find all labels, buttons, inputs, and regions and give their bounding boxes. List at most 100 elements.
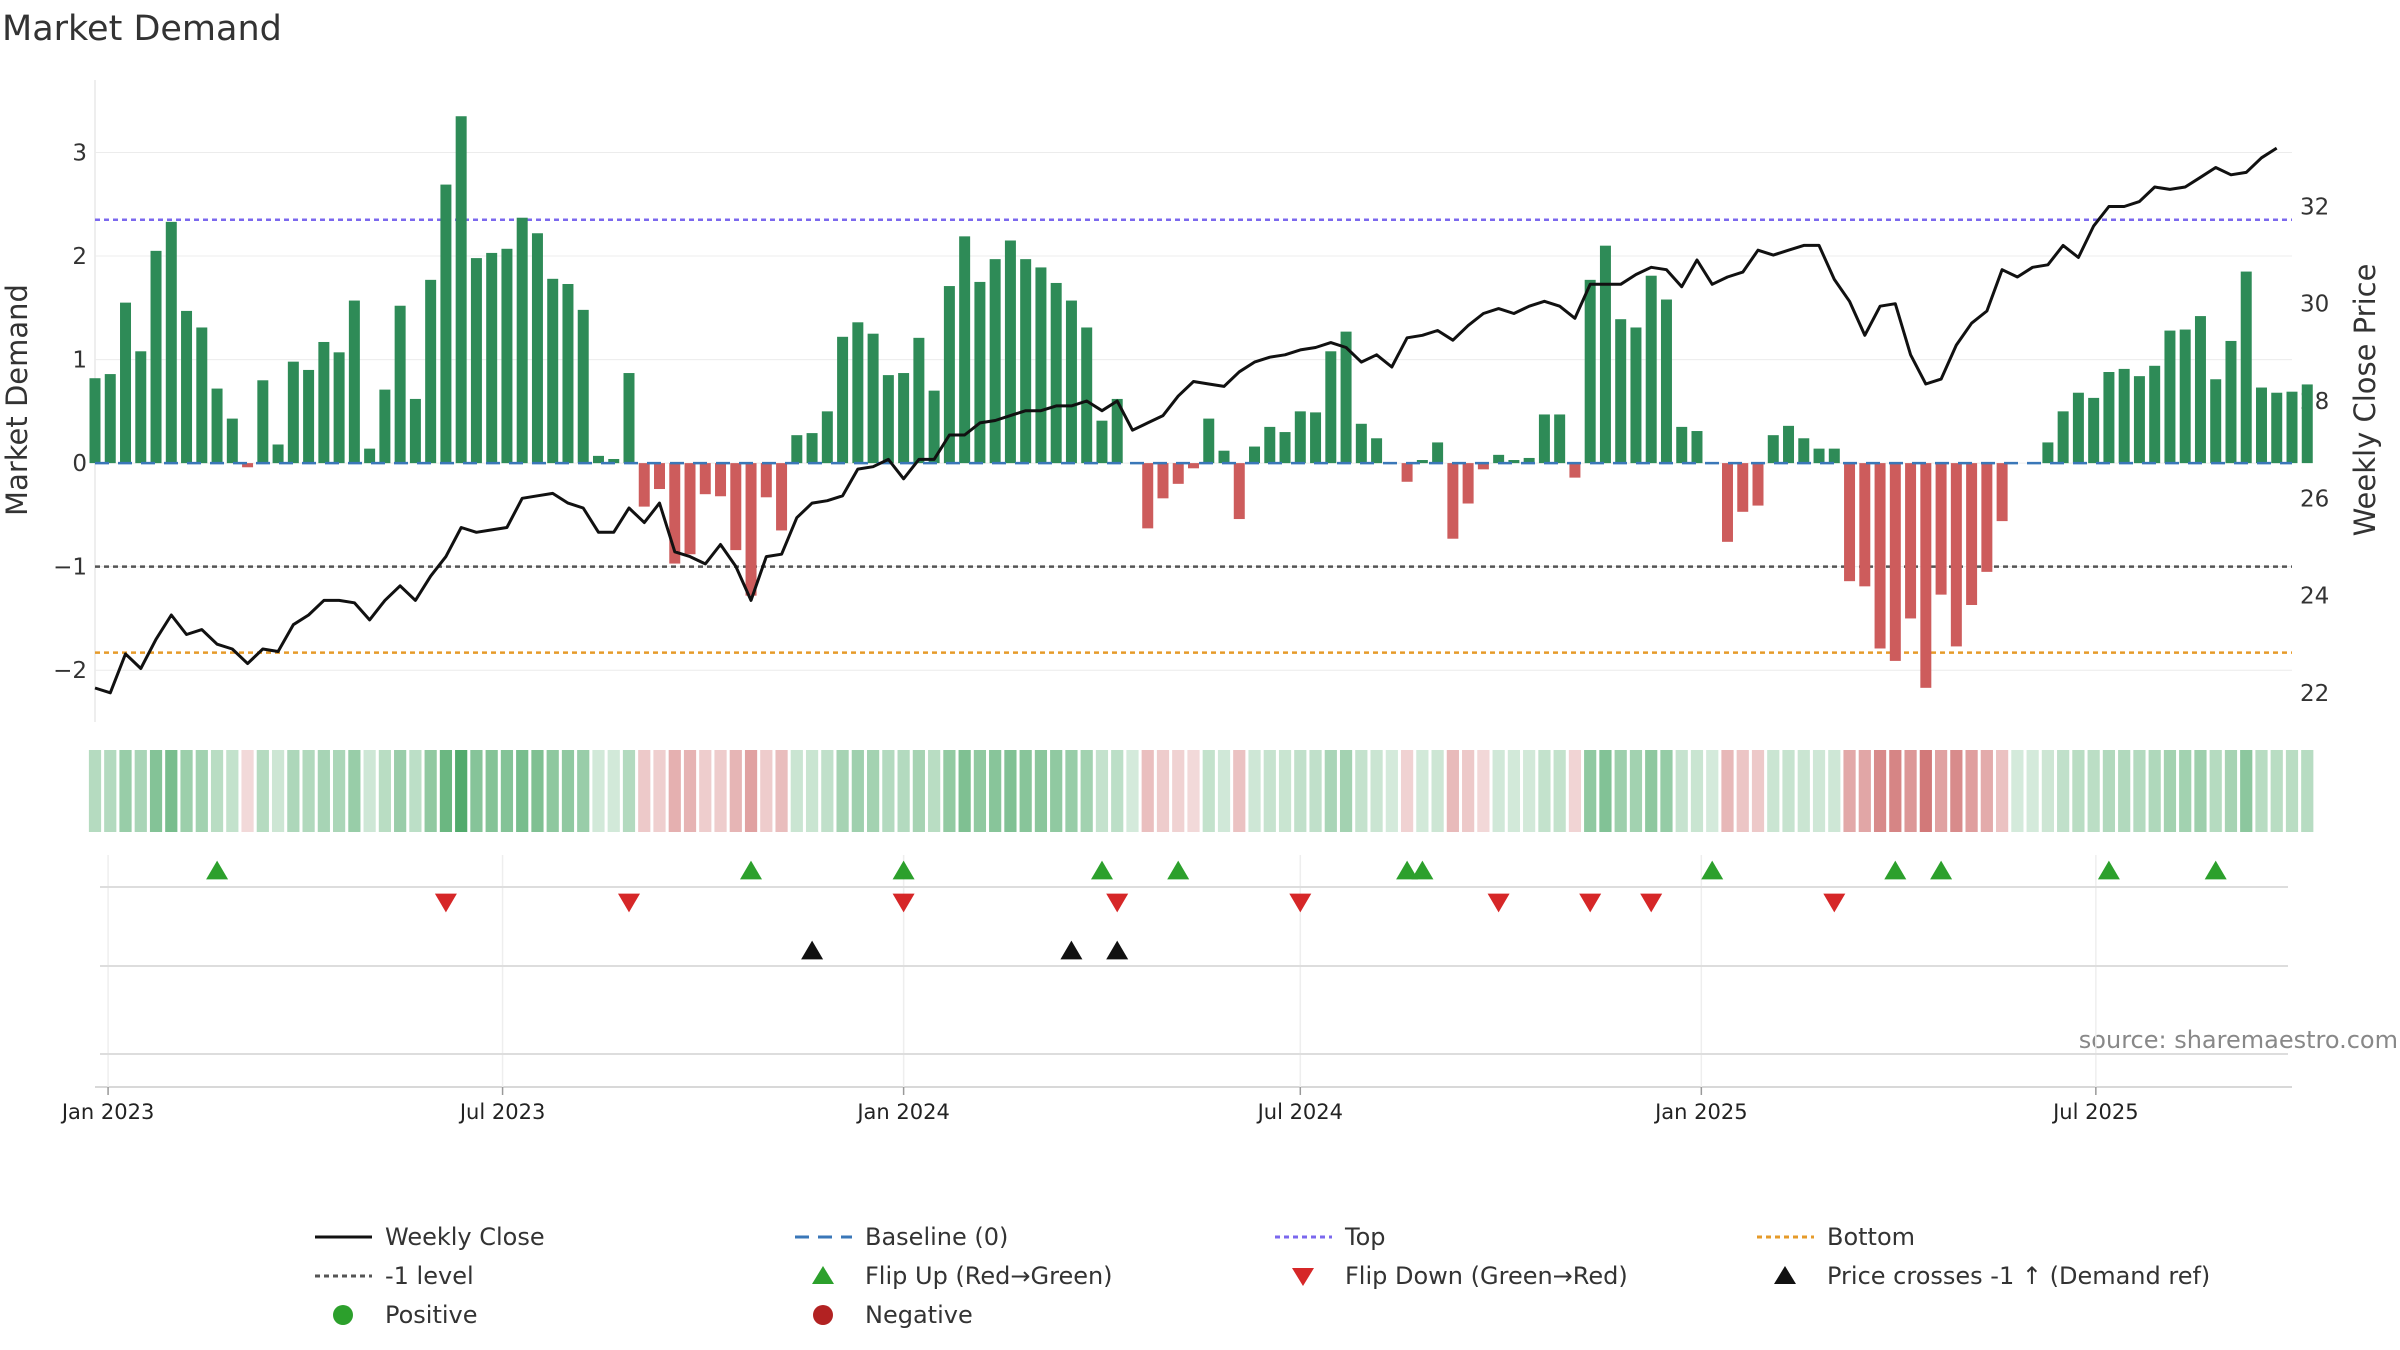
flip-down-marker bbox=[1289, 893, 1312, 913]
heat-strip-cell bbox=[2209, 750, 2222, 832]
demand-bar-positive bbox=[1355, 423, 1367, 464]
demand-bar-positive bbox=[1035, 267, 1047, 464]
legend-item: -1 level bbox=[315, 1262, 474, 1290]
heat-strip-cell bbox=[1385, 750, 1398, 832]
demand-bar-negative bbox=[1142, 463, 1154, 529]
heat-strip-cell bbox=[317, 750, 330, 832]
flip-down-marker bbox=[434, 893, 457, 913]
heat-strip-cell bbox=[1584, 750, 1597, 832]
flip-down-marker bbox=[1579, 893, 1602, 913]
heat-strip-cell bbox=[1736, 750, 1749, 832]
demand-bar-negative bbox=[1157, 463, 1169, 499]
demand-bar-negative bbox=[1188, 463, 1199, 469]
heat-strip-cell bbox=[210, 750, 224, 832]
heat-strip-cell bbox=[1614, 750, 1627, 832]
heat-strip-cell bbox=[2240, 750, 2253, 832]
demand-bar-negative bbox=[760, 463, 772, 498]
demand-bar-positive bbox=[1432, 442, 1444, 464]
heat-strip-cell bbox=[500, 750, 514, 832]
demand-bar-positive bbox=[531, 233, 543, 464]
flip-up-marker bbox=[2097, 860, 2120, 880]
heat-strip-cell bbox=[744, 750, 758, 832]
heat-strip-cell bbox=[653, 750, 666, 832]
demand-bar-positive bbox=[1218, 450, 1230, 464]
flip-down-marker bbox=[892, 893, 915, 913]
legend-label: Baseline (0) bbox=[865, 1223, 1008, 1251]
demand-bar-positive bbox=[1615, 319, 1627, 464]
y-tick-label-right: 22 bbox=[2300, 681, 2329, 707]
demand-bar-negative bbox=[1752, 463, 1764, 506]
demand-bar-positive bbox=[226, 418, 238, 464]
legend-item: Baseline (0) bbox=[795, 1223, 1008, 1251]
heat-strip-cell bbox=[668, 750, 681, 832]
demand-bar-positive bbox=[501, 248, 513, 464]
heat-strip-cell bbox=[2255, 750, 2268, 832]
demand-bar-positive bbox=[1065, 300, 1077, 464]
heat-strip-cell bbox=[1629, 750, 1643, 832]
demand-bar-positive bbox=[898, 373, 910, 464]
heat-strip-cell bbox=[760, 750, 773, 832]
chart-title: Market Demand bbox=[2, 9, 282, 49]
demand-bar-positive bbox=[1508, 460, 1520, 464]
heat-strip-cell bbox=[1965, 750, 1978, 832]
y-tick-label-left: 0 bbox=[72, 451, 87, 477]
demand-bar-positive bbox=[2286, 391, 2298, 464]
heat-strip-cell bbox=[1767, 750, 1780, 832]
demand-bar-positive bbox=[348, 300, 360, 464]
heat-strip-cell bbox=[1980, 750, 1993, 832]
demand-bar-positive bbox=[913, 337, 925, 464]
flip-up-marker bbox=[1167, 860, 1190, 880]
heat-strip-cell bbox=[134, 750, 147, 832]
demand-bar-positive bbox=[608, 458, 620, 464]
demand-bar-negative bbox=[1233, 463, 1245, 520]
demand-bar-negative bbox=[1905, 463, 1917, 619]
demand-bar-negative bbox=[638, 463, 650, 507]
heat-strip-cell bbox=[2026, 750, 2039, 832]
demand-bar-negative bbox=[1737, 463, 1749, 512]
x-tick-label: Jul 2025 bbox=[2051, 1100, 2138, 1124]
demand-bar-negative bbox=[1172, 463, 1184, 484]
y-tick-label-right: 30 bbox=[2300, 292, 2329, 318]
demand-bar-positive bbox=[791, 435, 803, 464]
legend-item: Positive bbox=[333, 1301, 478, 1329]
heat-strip-cell bbox=[561, 750, 575, 832]
heat-strip-cell bbox=[516, 750, 529, 832]
demand-bar-positive bbox=[1798, 438, 1810, 464]
demand-bar-negative bbox=[1889, 463, 1901, 661]
heat-strip-cell bbox=[470, 750, 483, 832]
heat-strip-cell bbox=[1431, 750, 1444, 832]
legend-triangle-up-icon bbox=[812, 1266, 834, 1284]
demand-bar-negative bbox=[1844, 463, 1856, 582]
y-tick-label-left: −1 bbox=[53, 555, 87, 581]
demand-bar-positive bbox=[257, 380, 269, 464]
demand-bar-negative bbox=[1966, 463, 1978, 605]
demand-bar-positive bbox=[1691, 431, 1703, 464]
heat-strip-cell bbox=[1050, 750, 1063, 832]
heat-strip-cell bbox=[1217, 750, 1231, 832]
demand-bar-positive bbox=[562, 283, 574, 464]
heat-strip-cell bbox=[88, 750, 102, 832]
demand-bar-positive bbox=[1584, 279, 1596, 464]
demand-bar-negative bbox=[1447, 463, 1459, 539]
heat-strip-cell bbox=[973, 750, 987, 832]
demand-bar-negative bbox=[1569, 463, 1581, 478]
demand-bar-negative bbox=[745, 463, 757, 596]
heat-strip-cell bbox=[226, 750, 239, 832]
demand-bar-positive bbox=[959, 236, 971, 464]
demand-bar-positive bbox=[1630, 327, 1642, 464]
flip-down-marker bbox=[1823, 893, 1846, 913]
heat-strip-cell bbox=[1873, 750, 1887, 832]
demand-bar-positive bbox=[364, 448, 376, 464]
heat-strip-cell bbox=[1904, 750, 1917, 832]
demand-bar-negative bbox=[242, 463, 254, 468]
legend-label: Top bbox=[1344, 1223, 1386, 1251]
demand-bar-positive bbox=[806, 433, 818, 464]
demand-bar-positive bbox=[181, 310, 193, 464]
heat-strip-cell bbox=[1187, 750, 1200, 832]
heat-strip-cell bbox=[1996, 750, 2009, 832]
flip-down-marker bbox=[618, 893, 640, 913]
heat-strip-cell bbox=[271, 750, 285, 832]
heat-strip-cell bbox=[1248, 750, 1261, 832]
heat-strip-cell bbox=[1370, 750, 1383, 832]
